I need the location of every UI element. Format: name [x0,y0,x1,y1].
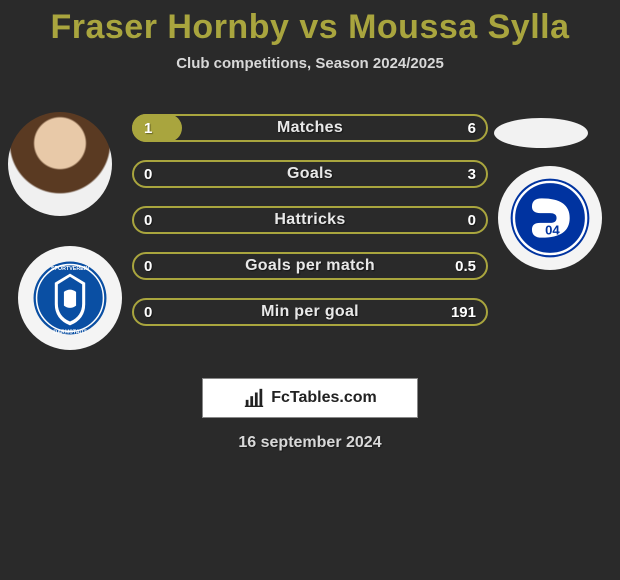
stat-row: 03Goals [132,160,488,188]
player-left-avatar [8,112,112,216]
stat-row: 00Hattricks [132,206,488,234]
darmstadt-crest-icon: SPORTVEREIN DARMSTADT [32,260,108,336]
date-label: 16 september 2024 [0,434,620,452]
source-badge: FcTables.com [202,378,418,418]
stat-label: Goals [132,160,488,188]
club-left-badge: SPORTVEREIN DARMSTADT [18,246,122,350]
stat-label: Hattricks [132,206,488,234]
svg-text:04: 04 [545,222,560,237]
stat-label: Min per goal [132,298,488,326]
subtitle: Club competitions, Season 2024/2025 [0,55,620,72]
comparison-panel: SPORTVEREIN DARMSTADT 04 16Matches 03Goal… [0,100,620,360]
schalke-crest-icon: 04 [509,177,591,259]
stat-row: 00.5Goals per match [132,252,488,280]
stat-bars: 16Matches 03Goals 00Hattricks 00.5Goals per… [132,114,488,344]
stat-label: Goals per match [132,252,488,280]
chart-icon [243,387,265,409]
svg-text:SPORTVEREIN: SPORTVEREIN [51,266,89,272]
page-title: Fraser Hornby vs Moussa Sylla [0,0,620,47]
club-right-badge: 04 [498,166,602,270]
svg-text:DARMSTADT: DARMSTADT [53,330,87,336]
stat-label: Matches [132,114,488,142]
stat-row: 16Matches [132,114,488,142]
stat-row: 0191Min per goal [132,298,488,326]
source-label: FcTables.com [271,389,377,407]
player-right-avatar [494,118,588,148]
